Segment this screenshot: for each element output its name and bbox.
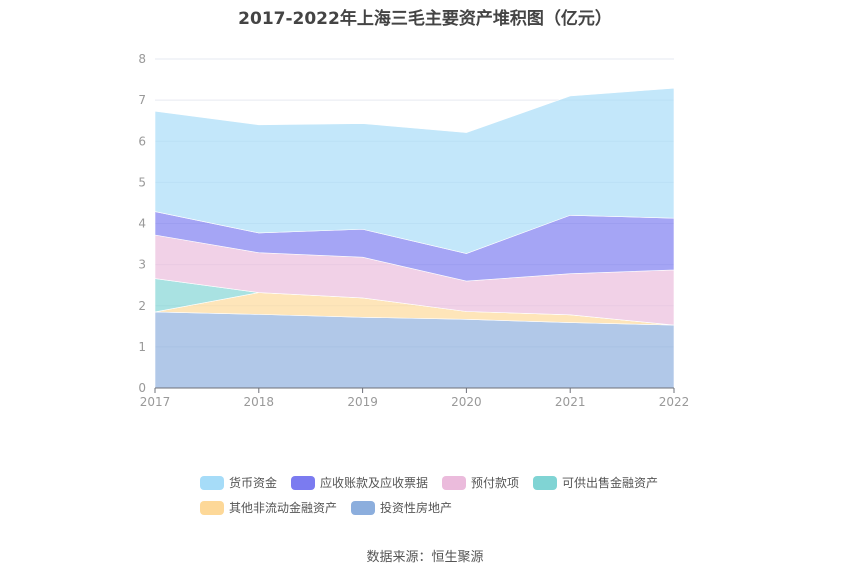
legend-item[interactable]: 预付款项 bbox=[442, 474, 519, 491]
y-tick-label: 7 bbox=[138, 93, 146, 107]
y-tick-label: 3 bbox=[138, 258, 146, 272]
x-tick-label: 2021 bbox=[555, 395, 586, 409]
legend-row: 货币资金 应收账款及应收票据 预付款项 可供出售金融资产 bbox=[200, 474, 680, 491]
legend-label: 预付款项 bbox=[471, 476, 520, 490]
y-tick-label: 8 bbox=[138, 52, 146, 66]
x-tick-label: 2017 bbox=[140, 395, 171, 409]
legend-item[interactable]: 可供出售金融资产 bbox=[533, 474, 658, 491]
y-tick-label: 0 bbox=[138, 381, 146, 395]
legend-swatch bbox=[200, 500, 224, 515]
y-tick-label: 5 bbox=[138, 175, 146, 189]
legend: 货币资金 应收账款及应收票据 预付款项 可供出售金融资产其他非流动金融资产 投资性房地产 bbox=[200, 474, 680, 524]
legend-label: 货币资金 bbox=[229, 476, 278, 490]
legend-swatch bbox=[291, 475, 316, 490]
x-tick-label: 2018 bbox=[244, 395, 275, 409]
legend-label: 可供出售金融资产 bbox=[562, 476, 659, 490]
y-tick-label: 4 bbox=[138, 217, 146, 231]
legend-label: 其他非流动金融资产 bbox=[229, 501, 338, 515]
legend-item[interactable]: 其他非流动金融资产 bbox=[200, 499, 337, 516]
area-货币资金 bbox=[154, 87, 675, 254]
legend-swatch bbox=[533, 475, 558, 490]
legend-label: 投资性房地产 bbox=[380, 501, 453, 515]
legend-item[interactable]: 应收账款及应收票据 bbox=[291, 474, 428, 491]
data-source: 数据来源：恒生聚源 bbox=[366, 550, 484, 565]
x-tick-label: 2019 bbox=[347, 395, 378, 409]
chart-title: 2017-2022年上海三毛主要资产堆积图（亿元） bbox=[238, 9, 612, 29]
legend-swatch bbox=[442, 475, 467, 490]
legend-swatch bbox=[351, 500, 376, 515]
x-tick-label: 2020 bbox=[451, 395, 482, 409]
y-tick-label: 6 bbox=[138, 134, 146, 148]
x-tick-label: 2022 bbox=[659, 395, 690, 409]
legend-row: 其他非流动金融资产 投资性房地产 bbox=[200, 499, 680, 516]
legend-swatch bbox=[200, 475, 224, 490]
y-tick-label: 2 bbox=[138, 299, 146, 313]
legend-item[interactable]: 货币资金 bbox=[200, 474, 277, 491]
y-tick-label: 1 bbox=[138, 340, 146, 354]
legend-item[interactable]: 投资性房地产 bbox=[351, 499, 452, 516]
legend-label: 应收账款及应收票据 bbox=[320, 476, 429, 490]
